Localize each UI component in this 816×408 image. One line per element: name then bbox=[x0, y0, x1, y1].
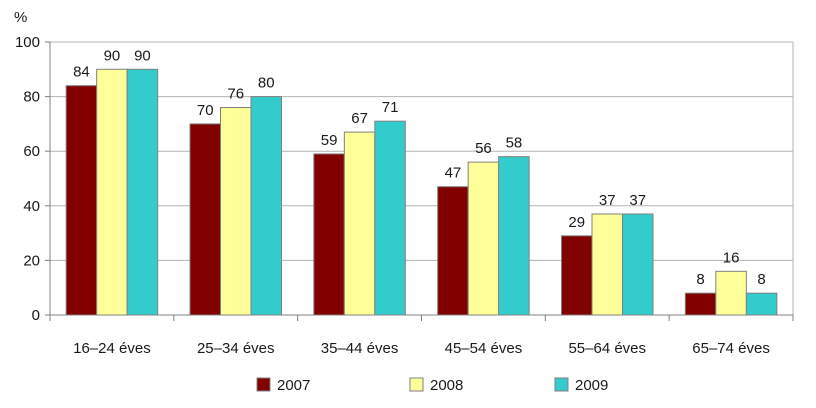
data-label: 67 bbox=[351, 110, 368, 127]
x-tick-label: 16–24 éves bbox=[73, 340, 151, 357]
bar-2009 bbox=[126, 68, 159, 316]
bar-2008 bbox=[715, 270, 747, 316]
y-tick-label: 80 bbox=[23, 89, 40, 106]
data-label: 8 bbox=[696, 271, 704, 288]
bar-2009 bbox=[250, 96, 282, 316]
bar-2007 bbox=[561, 235, 593, 316]
data-label: 47 bbox=[445, 165, 462, 182]
bar-2007 bbox=[684, 292, 717, 316]
data-label: 90 bbox=[134, 47, 151, 64]
y-tick-label: 100 bbox=[15, 34, 40, 51]
data-labels: 84 90 90 70 76 80 59 67 71 47 56 58 29 37 37 8 16 8 bbox=[73, 47, 766, 288]
data-label: 8 bbox=[757, 271, 765, 288]
y-tick-label: 0 bbox=[32, 307, 40, 324]
y-axis: % 0 20 40 60 80 100 bbox=[14, 9, 51, 324]
data-label: 70 bbox=[197, 102, 214, 119]
bar-2007 bbox=[189, 123, 221, 316]
data-label: 29 bbox=[568, 214, 585, 231]
data-label: 84 bbox=[73, 64, 90, 81]
data-label: 59 bbox=[321, 132, 338, 149]
legend-swatch-2009 bbox=[554, 377, 569, 392]
bar-2007 bbox=[65, 85, 98, 316]
gridlines bbox=[50, 41, 794, 315]
x-axis: 16–24 éves 25–34 éves 35–44 éves 45–54 éves… bbox=[49, 314, 794, 357]
data-label: 71 bbox=[382, 99, 399, 116]
bar-2008 bbox=[220, 107, 252, 316]
data-label: 16 bbox=[723, 249, 740, 266]
x-tick-label: 45–54 éves bbox=[445, 340, 523, 357]
data-label: 37 bbox=[599, 192, 616, 209]
x-tick-label: 25–34 éves bbox=[197, 340, 275, 357]
data-label: 58 bbox=[506, 135, 523, 152]
y-tick-label: 60 bbox=[23, 143, 40, 160]
bar-2007 bbox=[437, 186, 469, 316]
legend-label: 2007 bbox=[277, 377, 310, 394]
legend-label: 2009 bbox=[575, 377, 608, 394]
legend: 2007 2008 2009 bbox=[256, 377, 608, 394]
bar-2009 bbox=[745, 292, 778, 316]
legend-swatch-2008 bbox=[409, 377, 424, 392]
y-axis-label: % bbox=[14, 9, 27, 26]
bar-2009 bbox=[374, 120, 406, 316]
y-tick-label: 40 bbox=[23, 198, 40, 215]
x-tick-label: 35–44 éves bbox=[321, 340, 399, 357]
legend-swatch-2007 bbox=[256, 377, 271, 392]
data-label: 80 bbox=[258, 75, 275, 92]
bar-2009 bbox=[622, 213, 654, 316]
data-label: 56 bbox=[475, 140, 492, 157]
legend-label: 2008 bbox=[430, 377, 463, 394]
data-label: 90 bbox=[104, 47, 121, 64]
data-label: 76 bbox=[227, 86, 244, 103]
bar-2008 bbox=[343, 131, 376, 316]
bar-2009 bbox=[498, 156, 530, 316]
bar-2008 bbox=[96, 68, 128, 316]
y-tick-label: 20 bbox=[23, 252, 40, 269]
bar-2008 bbox=[591, 213, 623, 316]
data-label: 37 bbox=[629, 192, 646, 209]
x-tick-label: 55–64 éves bbox=[568, 340, 646, 357]
bars bbox=[65, 68, 778, 316]
bar-2008 bbox=[467, 161, 500, 316]
x-tick-label: 65–74 éves bbox=[692, 340, 770, 357]
bar-2007 bbox=[313, 153, 345, 316]
